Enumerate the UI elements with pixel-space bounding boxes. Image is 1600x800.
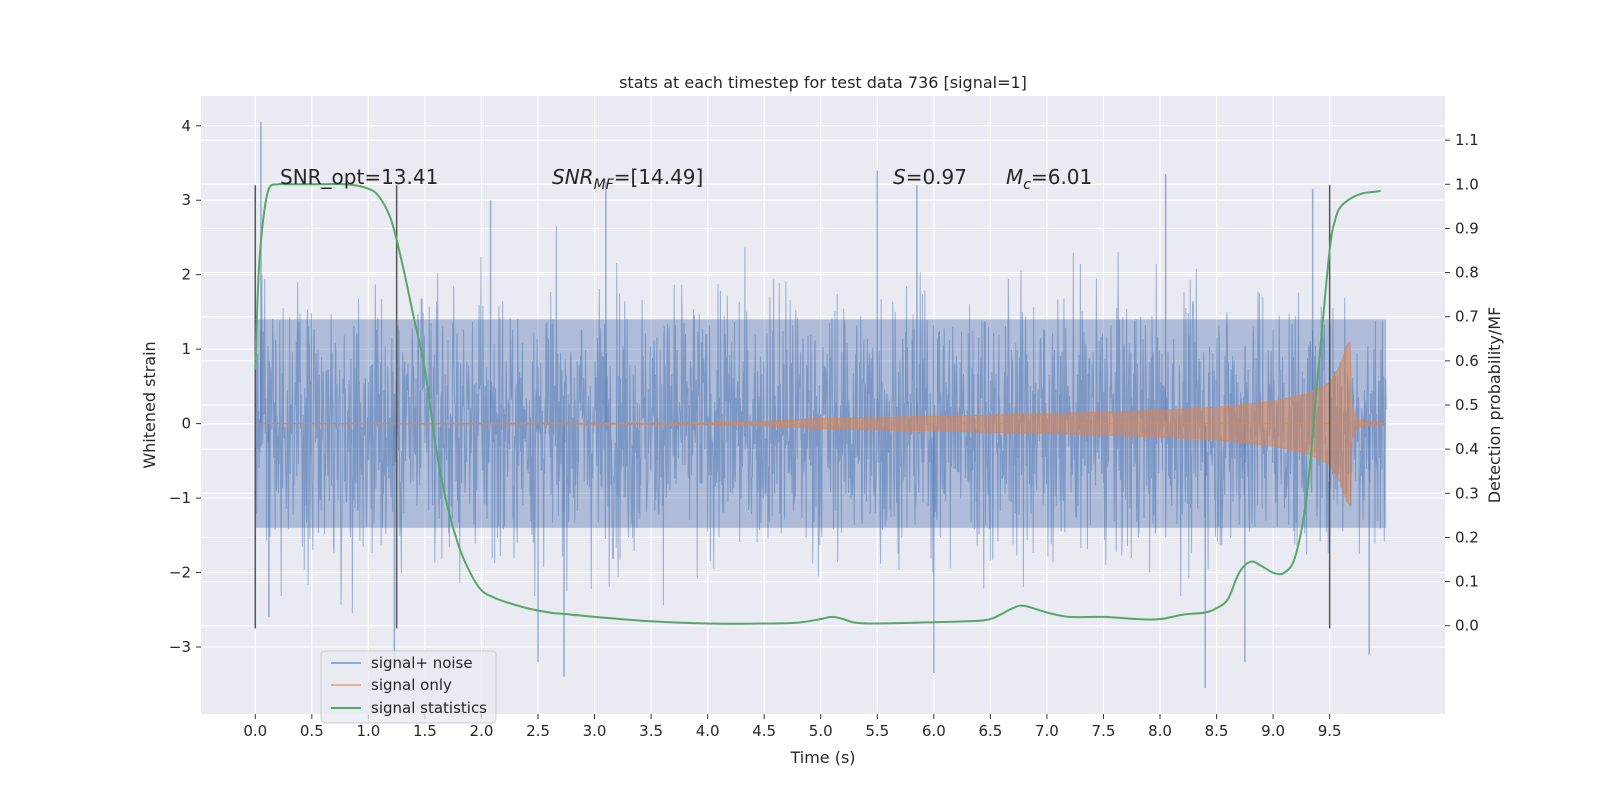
x-tick-label: 9.5: [1318, 722, 1342, 740]
x-tick-label: 6.5: [978, 722, 1002, 740]
y-left-tick-label: −3: [169, 638, 191, 656]
annotation-snr-mf: SNRMF=[14.49]: [552, 165, 703, 193]
y-right-tick-label: 0.1: [1455, 573, 1479, 591]
x-tick-label: 3.5: [639, 722, 663, 740]
annotation-mc-symbol: M: [1006, 165, 1023, 189]
y-left-tick-label: 0: [181, 415, 191, 433]
legend-label-signal-only: signal only: [371, 676, 452, 694]
annotation-s-symbol: S: [893, 165, 906, 189]
y-right-tick-label: 1.1: [1455, 131, 1479, 149]
y-right-tick-label: 0.2: [1455, 528, 1479, 546]
x-tick-label: 0.5: [300, 722, 324, 740]
y-left-tick-label: 4: [181, 117, 191, 135]
x-tick-label: 4.5: [752, 722, 776, 740]
x-tick-label: 6.0: [922, 722, 946, 740]
x-tick-label: 2.5: [526, 722, 550, 740]
x-tick-label: 8.0: [1148, 722, 1172, 740]
annotation-snr-opt: SNR_opt=13.41: [280, 165, 438, 189]
y-left-axis-label: Whitened strain: [140, 341, 159, 468]
annotation-s: S=0.97: [893, 165, 967, 189]
y-right-tick-label: 0.6: [1455, 352, 1479, 370]
y-left-axis-ticks: 4 3 2 1 0 −1 −2 −3: [169, 117, 201, 656]
legend-box: [320, 650, 497, 724]
x-tick-label: 1.5: [413, 722, 437, 740]
legend-label-signal-statistics: signal statistics: [371, 699, 487, 717]
signal-statistics-trace: [254, 182, 1381, 625]
annotation-s-value: =0.97: [906, 165, 967, 189]
y-right-tick-label: 0.4: [1455, 440, 1479, 458]
y-left-tick-label: 3: [181, 191, 191, 209]
x-tick-label: 7.0: [1035, 722, 1059, 740]
y-left-tick-label: −2: [169, 564, 191, 582]
x-tick-label: 7.5: [1092, 722, 1116, 740]
legend-label-signal-noise: signal+ noise: [371, 654, 473, 672]
y-right-tick-label: 0.9: [1455, 219, 1479, 237]
y-right-axis-label: Detection probability/MF: [1485, 307, 1504, 504]
x-tick-label: 9.0: [1261, 722, 1285, 740]
y-left-tick-label: 2: [181, 266, 191, 284]
annotation-mc-subscript: c: [1023, 177, 1031, 193]
y-left-tick-label: 1: [181, 340, 191, 358]
signal-only-trace: [255, 340, 1387, 507]
x-axis-label: Time (s): [789, 748, 855, 767]
x-tick-label: 5.0: [809, 722, 833, 740]
signal-noise-line: [254, 225, 1387, 614]
x-tick-label: 0.0: [243, 722, 267, 740]
x-tick-label: 5.5: [865, 722, 889, 740]
annotation-snr-mf-symbol: SNR: [552, 165, 594, 189]
x-tick-label: 1.0: [356, 722, 380, 740]
signal-statistics-line: [254, 182, 1381, 625]
y-left-tick-label: −1: [169, 489, 191, 507]
x-tick-label: 8.5: [1205, 722, 1229, 740]
annotation-mc-value: =6.01: [1031, 165, 1092, 189]
y-right-tick-label: 0.7: [1455, 308, 1479, 326]
y-right-tick-label: 0.0: [1455, 617, 1479, 635]
annotation-snr-mf-subscript: MF: [594, 177, 615, 193]
legend: signal+ noise signal only signal statist…: [320, 650, 497, 724]
y-right-tick-label: 0.5: [1455, 396, 1479, 414]
annotation-snr-mf-value: =[14.49]: [614, 165, 704, 189]
annotation-mc: Mc=6.01: [1006, 165, 1092, 193]
x-tick-label: 3.0: [583, 722, 607, 740]
y-right-axis-ticks: 1.1 1.0 0.9 0.8 0.7 0.6 0.5 0.4 0.3 0.2 0.1 0.0: [1445, 131, 1479, 635]
x-axis-ticks: 0.0 0.5 1.0 1.5 2.0 2.5 3.0 3.5 4.0 4.5 5.0 5.5 6.0 6…: [243, 714, 1342, 740]
y-right-tick-label: 0.3: [1455, 484, 1479, 502]
x-tick-label: 2.0: [470, 722, 494, 740]
y-right-tick-label: 1.0: [1455, 175, 1479, 193]
y-right-tick-label: 0.8: [1455, 264, 1479, 282]
x-tick-label: 4.0: [696, 722, 720, 740]
chart-title: stats at each timestep for test data 736…: [619, 73, 1027, 92]
